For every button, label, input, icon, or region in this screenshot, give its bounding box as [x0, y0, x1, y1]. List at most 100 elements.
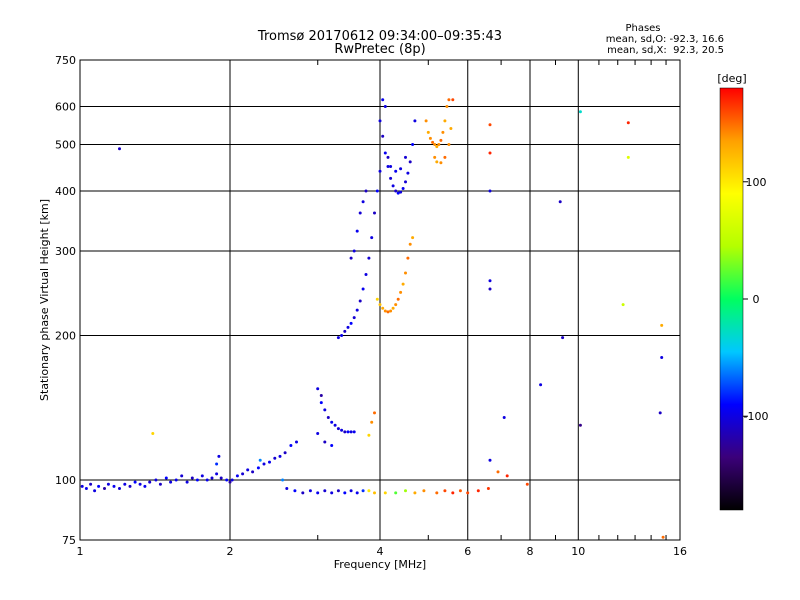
- data-point: [133, 480, 137, 484]
- data-point: [439, 161, 443, 165]
- data-point: [447, 98, 451, 102]
- data-point: [373, 491, 376, 495]
- data-point: [84, 487, 88, 490]
- data-point: [293, 489, 297, 493]
- data-point: [323, 489, 327, 493]
- data-point: [447, 143, 451, 146]
- data-point: [408, 160, 412, 164]
- data-point: [352, 316, 356, 320]
- plot-frame: [79, 59, 681, 541]
- data-point: [413, 491, 417, 495]
- x-tick-label: 4: [377, 545, 384, 558]
- data-point: [505, 474, 509, 478]
- data-point: [158, 482, 162, 486]
- data-point: [185, 480, 189, 484]
- data-point: [458, 489, 462, 493]
- data-point: [396, 297, 400, 301]
- data-point: [502, 416, 506, 419]
- data-point: [441, 130, 445, 134]
- data-point: [386, 155, 390, 159]
- data-point: [323, 408, 327, 412]
- data-point: [399, 167, 403, 171]
- data-point: [476, 489, 480, 493]
- data-point: [445, 105, 449, 108]
- data-point: [466, 491, 470, 495]
- data-point: [578, 110, 582, 114]
- data-point: [383, 309, 387, 313]
- data-point: [355, 308, 359, 312]
- data-point: [378, 303, 382, 307]
- data-point: [256, 466, 260, 470]
- data-point: [373, 411, 376, 415]
- data-point: [451, 98, 455, 102]
- data-point: [251, 470, 255, 474]
- data-point: [118, 147, 121, 151]
- data-point: [358, 211, 362, 215]
- data-point: [289, 444, 293, 447]
- data-point: [343, 430, 347, 434]
- x-tick-label: 1: [77, 545, 84, 558]
- data-point: [112, 484, 116, 488]
- data-point: [396, 191, 400, 195]
- data-point: [278, 454, 282, 458]
- data-point: [89, 482, 93, 486]
- data-point: [268, 460, 271, 464]
- data-point: [349, 489, 353, 493]
- data-point: [333, 423, 337, 427]
- x-tick-label: 10: [571, 545, 585, 558]
- data-point: [228, 480, 232, 484]
- y-tick-label: 200: [55, 330, 76, 343]
- data-point: [443, 489, 447, 493]
- data-point: [435, 491, 439, 495]
- data-point: [352, 249, 356, 253]
- data-point: [164, 476, 168, 480]
- colorbar-ticks: 100 0 -100: [743, 176, 768, 423]
- data-point: [539, 383, 543, 387]
- data-point: [336, 427, 340, 431]
- data-point: [330, 444, 334, 447]
- data-point: [143, 484, 147, 488]
- colorbar-tick-label: -100: [744, 410, 769, 423]
- data-point: [389, 309, 393, 313]
- y-tick-label: 75: [62, 534, 76, 547]
- data-point: [308, 489, 312, 493]
- y-tick-label: 400: [55, 185, 76, 198]
- data-point: [433, 155, 437, 159]
- data-point: [386, 165, 390, 168]
- grid: [80, 60, 680, 540]
- data-point: [180, 474, 184, 478]
- y-tick-label: 750: [55, 54, 76, 67]
- data-point: [330, 491, 334, 495]
- data-point: [404, 271, 407, 275]
- data-point: [404, 489, 407, 493]
- data-point: [626, 155, 630, 159]
- x-tick-label: 2: [227, 545, 234, 558]
- data-points: [80, 98, 665, 539]
- data-point: [488, 151, 492, 155]
- data-point: [370, 420, 374, 424]
- data-point: [349, 256, 353, 260]
- data-point: [496, 470, 500, 474]
- data-point: [378, 119, 382, 123]
- data-point: [424, 119, 428, 123]
- data-point: [301, 491, 305, 495]
- data-point: [355, 491, 359, 495]
- data-point: [346, 430, 350, 434]
- data-point: [394, 169, 398, 173]
- axis-ticks: 1 2 4 6 8 10 16 75 100 200 300 400 500 600 750: [55, 54, 687, 558]
- colorbar-label: [deg]: [717, 72, 746, 85]
- chart-subtitle: RwPretec (8p): [334, 42, 425, 57]
- data-point: [394, 189, 398, 193]
- data-point: [106, 482, 110, 486]
- data-point: [661, 535, 665, 539]
- data-point: [138, 482, 142, 486]
- data-point: [262, 462, 266, 466]
- data-point: [316, 387, 320, 391]
- data-point: [486, 487, 490, 490]
- data-point: [349, 321, 353, 325]
- data-point: [435, 145, 439, 149]
- data-point: [367, 256, 371, 260]
- data-point: [401, 187, 405, 190]
- data-point: [174, 478, 178, 482]
- data-point: [205, 478, 209, 482]
